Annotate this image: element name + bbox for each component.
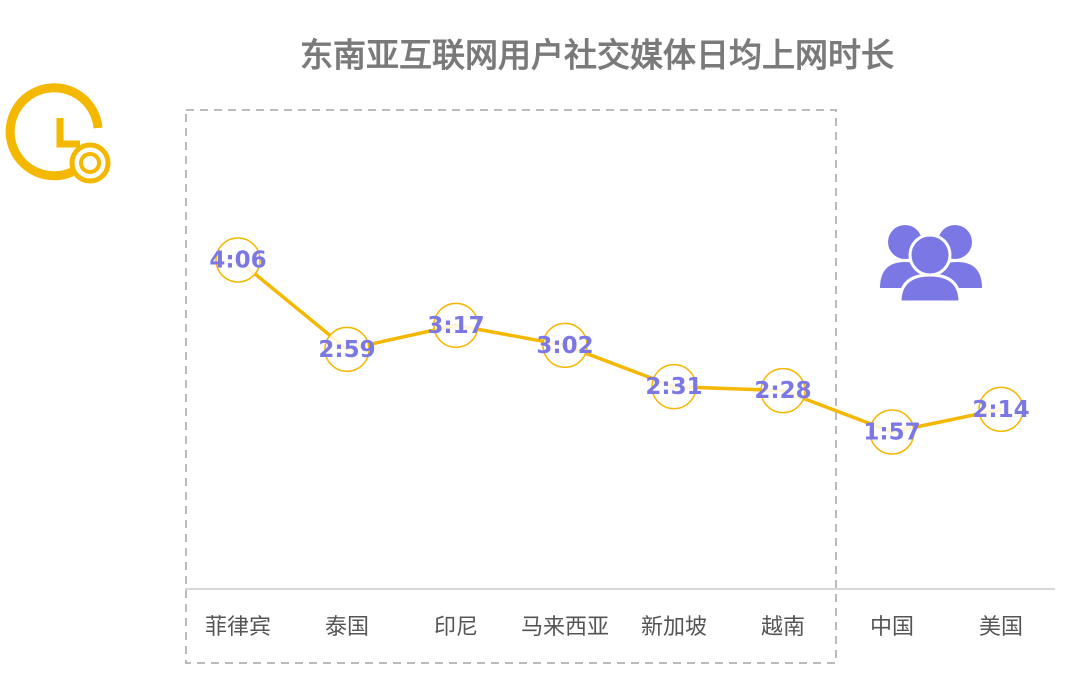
value-label: 2:31 <box>645 374 702 400</box>
value-label: 3:02 <box>536 333 593 359</box>
x-tick-label: 泰国 <box>325 615 369 640</box>
point <box>542 322 588 369</box>
point <box>978 386 1024 433</box>
x-tick-label: 中国 <box>870 615 914 640</box>
people-icon <box>880 225 982 304</box>
value-label: 3:17 <box>427 313 484 339</box>
point <box>433 302 479 349</box>
point <box>324 326 370 373</box>
value-label: 4:06 <box>209 248 266 274</box>
value-label: 2:28 <box>754 378 811 404</box>
value-label: 2:14 <box>972 397 1029 423</box>
region-box <box>185 109 837 664</box>
chart-title: 东南亚互联网用户社交媒体日均上网时长 <box>300 36 894 75</box>
x-tick-label: 菲律宾 <box>205 615 271 640</box>
x-tick-label: 马来西亚 <box>521 615 609 640</box>
x-tick-label: 印尼 <box>434 615 478 640</box>
x-tick-label: 美国 <box>979 615 1023 640</box>
x-tick-label: 越南 <box>761 615 805 640</box>
value-label: 2:59 <box>318 337 375 363</box>
x-tick-label: 新加坡 <box>641 615 707 640</box>
point <box>651 363 697 410</box>
point <box>215 237 261 283</box>
point <box>760 367 806 414</box>
point <box>869 409 915 455</box>
value-label: 1:57 <box>863 420 920 446</box>
clock-icon <box>5 83 111 184</box>
